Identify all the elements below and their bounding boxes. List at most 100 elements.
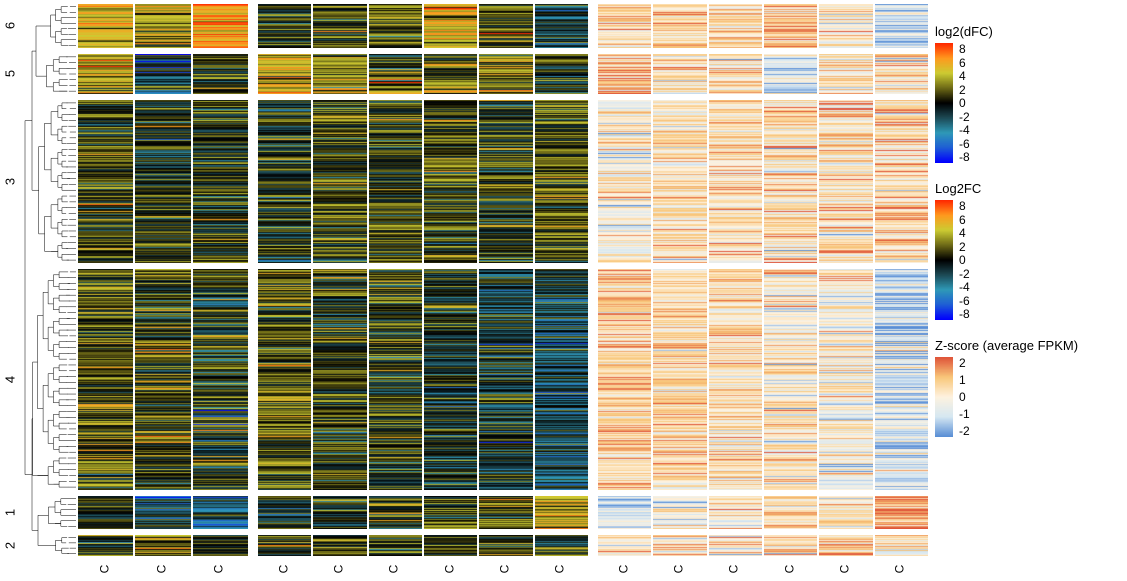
heatmap-column bbox=[535, 535, 588, 556]
heatmap-column bbox=[819, 54, 872, 94]
row-cluster-label: 6 bbox=[3, 16, 18, 36]
legend-colorbar bbox=[935, 43, 953, 163]
xaxis-label: C bbox=[782, 565, 796, 574]
heatmap-column bbox=[479, 100, 532, 263]
legend-title: Z-score (average FPKM) bbox=[935, 338, 1120, 353]
heatmap-column bbox=[535, 4, 588, 48]
legend-tick: -4 bbox=[959, 124, 970, 136]
heatmap-column bbox=[369, 496, 422, 529]
heatmap-column bbox=[764, 100, 817, 263]
legend-tick: 0 bbox=[959, 97, 970, 109]
heatmap-column bbox=[258, 269, 311, 490]
heatmap-column bbox=[653, 4, 706, 48]
heatmap-column bbox=[135, 535, 190, 556]
heatmap-column bbox=[135, 4, 190, 48]
heatmap-column bbox=[424, 4, 477, 48]
heatmap-column bbox=[653, 269, 706, 490]
heatmap-column bbox=[258, 100, 311, 263]
xaxis-label: C bbox=[276, 565, 290, 574]
heatmap-column bbox=[424, 496, 477, 529]
xaxis-label: C bbox=[497, 565, 511, 574]
legend-tick: 0 bbox=[959, 391, 970, 403]
heatmap-column bbox=[819, 100, 872, 263]
legend-tick: -2 bbox=[959, 268, 970, 280]
heatmap-column bbox=[875, 269, 928, 490]
heatmap-column bbox=[193, 100, 248, 263]
heatmap-column bbox=[653, 496, 706, 529]
heatmap-column bbox=[135, 54, 190, 94]
heatmap-column bbox=[598, 4, 651, 48]
heatmap-column bbox=[193, 535, 248, 556]
heatmap-column bbox=[313, 100, 366, 263]
heatmap-column bbox=[424, 100, 477, 263]
row-cluster-label: 4 bbox=[3, 369, 18, 389]
xaxis-label: C bbox=[837, 565, 851, 574]
colorbar-legend: Log2FC86420-2-4-6-8 bbox=[935, 181, 1120, 320]
heatmap-column bbox=[135, 269, 190, 490]
heatmap-column bbox=[313, 4, 366, 48]
heatmap-column bbox=[424, 54, 477, 94]
heatmap-column bbox=[875, 496, 928, 529]
legend-tick: 2 bbox=[959, 84, 970, 96]
legend-tick: -6 bbox=[959, 138, 970, 150]
xaxis-label: C bbox=[893, 565, 907, 574]
legend-tick: -6 bbox=[959, 295, 970, 307]
heatmap-column bbox=[369, 535, 422, 556]
heatmap-column bbox=[764, 535, 817, 556]
legend-tick: -4 bbox=[959, 281, 970, 293]
heatmap-column bbox=[479, 54, 532, 94]
xaxis-label: C bbox=[553, 565, 567, 574]
legend-title: log2(dFC) bbox=[935, 24, 1120, 39]
legend-tick: -2 bbox=[959, 111, 970, 123]
heatmap-column bbox=[369, 269, 422, 490]
heatmap-column bbox=[193, 496, 248, 529]
heatmap-column bbox=[258, 496, 311, 529]
heatmap-column bbox=[535, 100, 588, 263]
heatmap-column bbox=[764, 54, 817, 94]
heatmap-column bbox=[535, 496, 588, 529]
legend-tick: 0 bbox=[959, 254, 970, 266]
heatmap-column bbox=[653, 100, 706, 263]
xaxis-label: C bbox=[212, 565, 226, 574]
heatmap-column bbox=[258, 535, 311, 556]
heatmap-column bbox=[875, 54, 928, 94]
xaxis-label: C bbox=[727, 565, 741, 574]
heatmap-column bbox=[535, 269, 588, 490]
heatmap-column bbox=[313, 54, 366, 94]
heatmap-column bbox=[598, 54, 651, 94]
row-cluster-label: 2 bbox=[3, 535, 18, 555]
row-cluster-label: 1 bbox=[3, 502, 18, 522]
legend-tick: 2 bbox=[959, 241, 970, 253]
legend-tick: -8 bbox=[959, 308, 970, 320]
xaxis-C: CCCCCC bbox=[598, 558, 928, 578]
heatmap-column bbox=[819, 269, 872, 490]
heatmap-column bbox=[709, 535, 762, 556]
legend-tick: 4 bbox=[959, 70, 970, 82]
xaxis-A: CCC bbox=[78, 558, 248, 578]
legend-colorbar bbox=[935, 200, 953, 320]
legend-ticks: 210-1-2 bbox=[959, 357, 970, 437]
heatmap-column bbox=[78, 4, 133, 48]
heatmap-column bbox=[709, 4, 762, 48]
heatmap-column bbox=[875, 100, 928, 263]
heatmap-column bbox=[193, 54, 248, 94]
legend-tick: 2 bbox=[959, 357, 970, 369]
heatmap-column bbox=[424, 535, 477, 556]
heatmap-column bbox=[535, 54, 588, 94]
xaxis-label: C bbox=[387, 565, 401, 574]
legend-tick: 8 bbox=[959, 43, 970, 55]
heatmap-column bbox=[479, 269, 532, 490]
heatmap-column bbox=[369, 100, 422, 263]
heatmap-column bbox=[764, 4, 817, 48]
row-dendrogram bbox=[22, 4, 76, 556]
xaxis-B: CCCCCC bbox=[258, 558, 588, 578]
legend-tick: 6 bbox=[959, 214, 970, 226]
heatmap-column bbox=[78, 269, 133, 490]
heatmap-column bbox=[709, 54, 762, 94]
heatmap-column bbox=[193, 269, 248, 490]
heatmap-column bbox=[78, 496, 133, 529]
color-legends: log2(dFC)86420-2-4-6-8Log2FC86420-2-4-6-… bbox=[935, 24, 1120, 455]
heatmap-column bbox=[598, 269, 651, 490]
heatmap-column bbox=[313, 269, 366, 490]
heatmap-column bbox=[819, 535, 872, 556]
